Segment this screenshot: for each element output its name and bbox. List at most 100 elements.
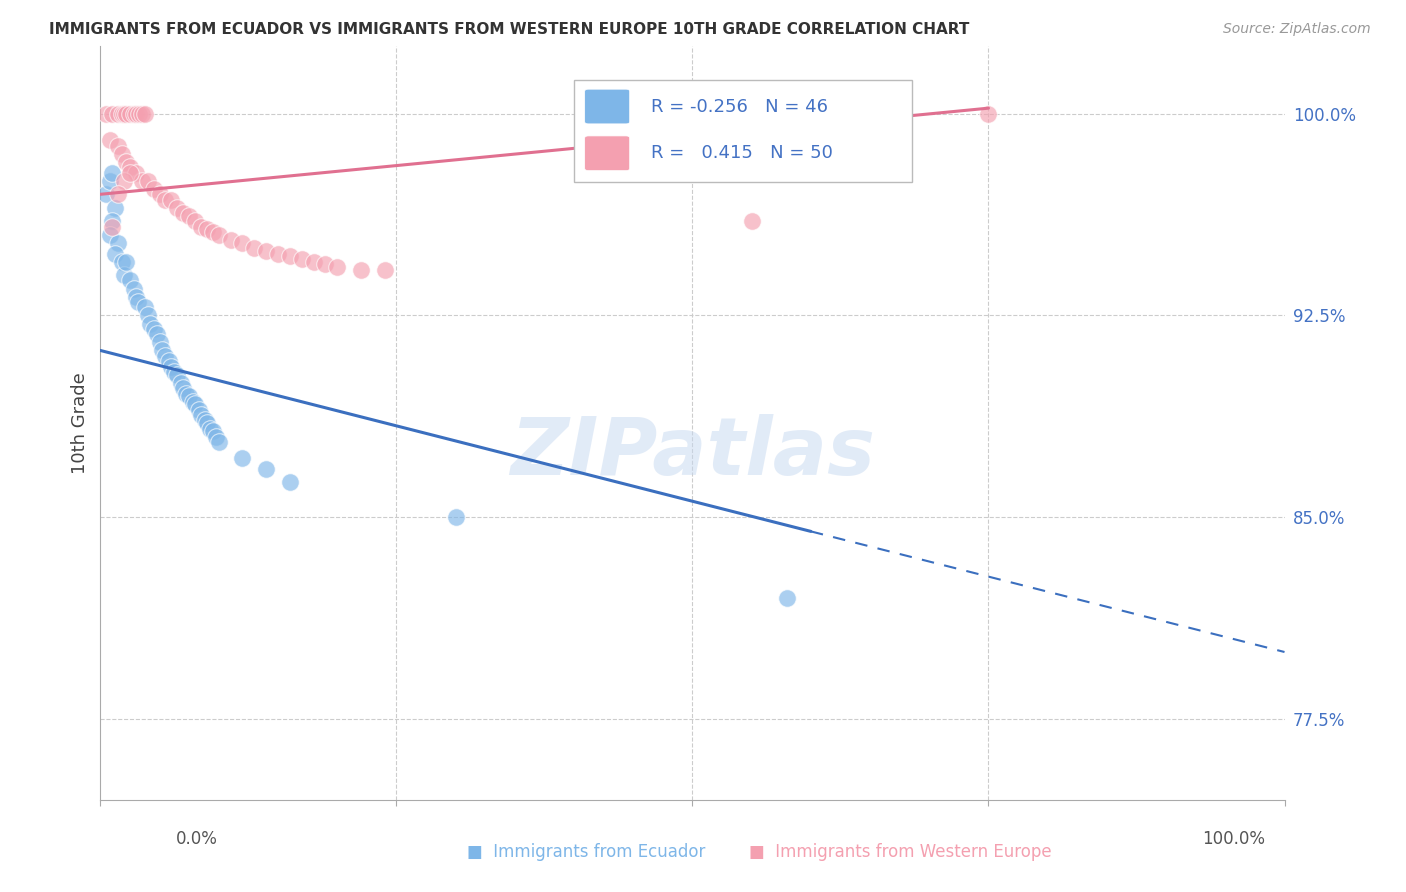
Point (101, 214, 124, 228)
Point (101, 166, 124, 180)
Point (190, 219, 212, 234)
Point (267, 246, 290, 260)
Point (172, 206, 194, 220)
Point (184, 397, 207, 411)
FancyBboxPatch shape (574, 80, 911, 182)
Text: 0.0%: 0.0% (176, 830, 218, 847)
Point (155, 349, 177, 363)
Point (174, 386, 197, 401)
Point (112, 174, 135, 188)
Point (101, 219, 124, 234)
Point (111, 106, 134, 120)
Point (148, 187, 170, 202)
Point (160, 359, 183, 374)
Point (184, 214, 207, 228)
Point (195, 416, 218, 430)
Text: R = -0.256   N = 46: R = -0.256 N = 46 (651, 97, 828, 116)
Point (134, 106, 156, 120)
Point (118, 106, 141, 120)
Point (254, 462, 277, 476)
Point (193, 413, 215, 427)
Point (142, 322, 165, 336)
Point (179, 389, 201, 403)
Point (231, 451, 253, 466)
Point (219, 233, 242, 247)
Point (107, 187, 129, 202)
Point (122, 106, 145, 120)
Point (111, 147, 134, 161)
Y-axis label: 10th Grade: 10th Grade (72, 372, 89, 474)
Point (98, 174, 121, 188)
Point (160, 193, 183, 207)
Point (155, 193, 177, 207)
FancyBboxPatch shape (585, 136, 630, 170)
Point (254, 244, 277, 258)
Text: Source: ZipAtlas.com: Source: ZipAtlas.com (1223, 22, 1371, 37)
Point (172, 381, 194, 395)
Point (134, 301, 156, 315)
Point (291, 252, 314, 266)
Point (107, 235, 129, 250)
Text: ■  Immigrants from Ecuador: ■ Immigrants from Ecuador (467, 843, 706, 861)
Point (122, 281, 145, 295)
Point (125, 290, 148, 304)
Point (146, 327, 169, 342)
Point (125, 106, 148, 120)
Point (231, 235, 253, 250)
Point (118, 273, 141, 287)
Point (208, 227, 231, 242)
Point (118, 166, 141, 180)
Point (148, 335, 170, 350)
Point (205, 429, 228, 443)
Point (112, 106, 135, 120)
Point (163, 365, 186, 379)
Point (103, 201, 125, 215)
Point (326, 260, 349, 274)
Point (111, 254, 134, 268)
Point (115, 155, 138, 169)
Point (278, 475, 301, 490)
Point (136, 309, 159, 323)
Point (115, 106, 138, 120)
Point (131, 174, 153, 188)
Point (243, 241, 266, 255)
Point (107, 106, 129, 120)
Point (200, 421, 222, 435)
Point (187, 402, 209, 417)
Point (98, 227, 121, 242)
Point (96, 106, 118, 120)
Point (136, 174, 159, 188)
Point (170, 376, 193, 390)
Point (96, 187, 118, 202)
Point (201, 424, 224, 438)
Text: 100.0%: 100.0% (1202, 830, 1265, 847)
Point (166, 201, 188, 215)
Point (741, 214, 763, 228)
Point (125, 166, 148, 180)
Text: R =   0.415   N = 50: R = 0.415 N = 50 (651, 145, 832, 162)
Point (444, 510, 467, 524)
Point (150, 343, 173, 358)
Point (166, 368, 188, 382)
Point (142, 182, 165, 196)
Point (103, 246, 125, 260)
Point (314, 257, 336, 271)
Point (278, 249, 301, 263)
Text: IMMIGRANTS FROM ECUADOR VS IMMIGRANTS FROM WESTERN EUROPE 10TH GRADE CORRELATION: IMMIGRANTS FROM ECUADOR VS IMMIGRANTS FR… (49, 22, 970, 37)
Point (157, 354, 180, 368)
Point (181, 394, 204, 409)
Point (201, 225, 224, 239)
Point (977, 106, 1000, 120)
Point (139, 317, 162, 331)
Point (127, 295, 149, 310)
Point (190, 408, 212, 422)
Point (128, 106, 150, 120)
Point (302, 254, 325, 268)
Text: ZIPatlas: ZIPatlas (510, 414, 875, 492)
Text: ■  Immigrants from Western Europe: ■ Immigrants from Western Europe (748, 843, 1052, 861)
Point (374, 262, 396, 277)
Point (195, 222, 218, 236)
FancyBboxPatch shape (585, 89, 630, 124)
Point (131, 106, 153, 120)
Point (208, 435, 231, 450)
